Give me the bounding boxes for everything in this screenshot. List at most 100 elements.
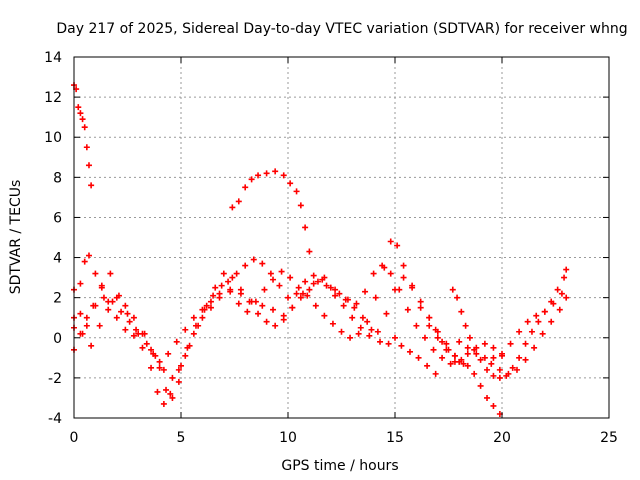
data-point (107, 270, 114, 277)
data-point (332, 286, 339, 293)
data-point (332, 292, 339, 299)
data-point (77, 280, 84, 287)
data-point (88, 182, 95, 189)
data-point (458, 308, 465, 315)
data-point (77, 310, 84, 317)
data-point (488, 360, 495, 367)
data-point (366, 332, 373, 339)
data-point (203, 302, 210, 309)
data-point (293, 290, 300, 297)
data-point (304, 292, 311, 299)
data-point (83, 314, 90, 321)
y-tick-label: 14 (44, 50, 62, 66)
data-point (312, 302, 319, 309)
data-point (443, 340, 450, 347)
data-point (439, 354, 446, 361)
data-point (242, 262, 249, 269)
data-point (481, 354, 488, 361)
data-point (302, 224, 309, 231)
data-point (434, 334, 441, 341)
data-point (278, 268, 285, 275)
data-point (490, 354, 497, 361)
data-point (556, 306, 563, 313)
y-tick-label: 4 (53, 251, 62, 267)
data-point (464, 350, 471, 357)
data-point (473, 350, 480, 357)
data-point (310, 272, 317, 279)
data-point (338, 328, 345, 335)
data-point (169, 394, 176, 401)
data-point (368, 326, 375, 333)
data-point (464, 362, 471, 369)
data-point (227, 288, 234, 295)
y-tick-label: 8 (53, 170, 62, 186)
data-point (385, 340, 392, 347)
data-point (252, 298, 259, 305)
data-point (167, 390, 174, 397)
data-point (220, 270, 227, 277)
data-point (199, 306, 206, 313)
data-point (359, 314, 366, 321)
data-point (351, 304, 358, 311)
data-point (310, 280, 317, 287)
data-point (319, 276, 326, 283)
data-point (182, 352, 189, 359)
data-point (392, 334, 398, 341)
y-tick-label: -4 (48, 411, 62, 427)
data-point (344, 296, 351, 303)
data-point (235, 300, 242, 307)
data-point (353, 300, 360, 307)
data-point (426, 322, 433, 329)
data-point (409, 284, 416, 291)
data-point (484, 394, 491, 401)
data-point (255, 310, 262, 317)
data-point (148, 346, 155, 353)
data-point (109, 298, 116, 305)
data-point (563, 294, 570, 301)
data-point (533, 312, 540, 319)
data-point (528, 328, 535, 335)
data-point (424, 362, 431, 369)
data-point (250, 256, 257, 263)
data-point (471, 370, 478, 377)
data-point (400, 274, 407, 281)
data-point (355, 330, 362, 337)
data-point (130, 332, 137, 339)
data-point (490, 372, 497, 379)
data-point (374, 328, 381, 335)
y-axis-label: SDTVAR / TECUs (8, 180, 24, 295)
data-point (113, 314, 120, 321)
data-point (160, 400, 167, 407)
grid (74, 57, 609, 418)
y-tick-label: 0 (53, 331, 62, 347)
data-point (199, 314, 206, 321)
data-point (85, 162, 92, 169)
data-point (272, 168, 279, 175)
data-point (235, 198, 242, 205)
data-point (173, 338, 180, 345)
data-point (272, 322, 279, 329)
data-point (299, 290, 306, 297)
data-point (522, 340, 529, 347)
series-track-3 (71, 270, 439, 401)
series-track-6 (71, 256, 505, 367)
data-point (329, 320, 336, 327)
data-point (417, 304, 424, 311)
data-point (148, 364, 155, 371)
data-point (417, 298, 424, 305)
data-point (124, 310, 131, 317)
y-tick-label: 12 (44, 90, 62, 106)
data-point (550, 300, 557, 307)
data-point (531, 344, 538, 351)
data-point (496, 366, 503, 373)
x-tick-label: 0 (70, 430, 79, 446)
series-track-2 (229, 168, 313, 255)
y-tick-label: 2 (53, 291, 62, 307)
y-tick-label: 6 (53, 210, 62, 226)
data-point (92, 302, 99, 309)
data-point (554, 286, 561, 293)
data-point (267, 270, 274, 277)
data-point (460, 360, 467, 367)
data-point (357, 324, 364, 331)
data-point (289, 304, 296, 311)
